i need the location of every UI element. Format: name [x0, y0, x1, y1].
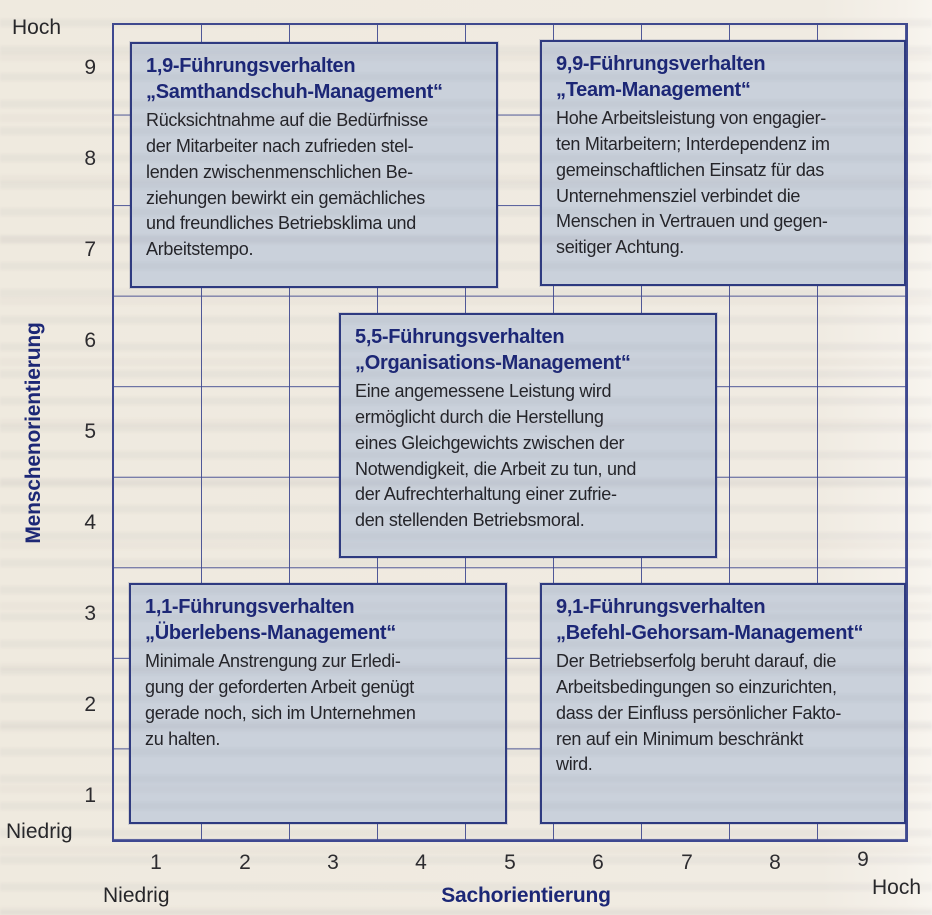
style-box-title: 9,9-Führungsverhalten — [556, 53, 766, 75]
style-box-1-9-samthandschuh: 1,9-Führungsverhalten „Samthandschuh-Man… — [130, 42, 498, 288]
style-box-5-5-organisations: 5,5-Führungsverhalten „Organisations-Man… — [339, 313, 717, 558]
x-tick-2: 2 — [239, 851, 251, 874]
style-box-title: 5,5-Führungsverhalten — [355, 326, 565, 348]
y-tick-5: 5 — [84, 420, 96, 443]
style-box-title: 1,1-Führungsverhalten — [145, 596, 355, 618]
x-axis-high-label: Hoch — [872, 876, 922, 899]
style-box-title: 1,9-Führungsverhalten — [146, 55, 356, 77]
style-box-body: Der Betriebserfolg beruht darauf, die Ar… — [556, 650, 842, 775]
x-tick-1: 1 — [150, 851, 162, 874]
x-tick-6: 6 — [592, 851, 604, 874]
x-tick-8: 8 — [769, 851, 781, 874]
style-box-1-1-ueberlebens: 1,1-Führungsverhalten „Überlebens-Manage… — [129, 583, 507, 824]
style-box-9-1-befehl-gehorsam: 9,1-Führungsverhalten „Befehl-Gehorsam-M… — [540, 583, 906, 824]
x-tick-9: 9 — [857, 848, 869, 871]
y-tick-1: 1 — [84, 784, 96, 807]
style-box-9-9-team: 9,9-Führungsverhalten „Team-Management“ … — [540, 40, 906, 286]
y-tick-6: 6 — [84, 329, 96, 352]
y-axis-title: Menschenorientierung — [22, 322, 45, 544]
x-axis-title: Sachorientierung — [441, 884, 611, 907]
style-box-body: Eine angemessene Leistung wird ermöglich… — [355, 380, 637, 531]
style-box-body: Minimale Anstrengung zur Erledi- gung de… — [145, 650, 416, 749]
x-tick-3: 3 — [327, 851, 339, 874]
y-axis-low-label: Niedrig — [6, 820, 73, 843]
x-tick-4: 4 — [415, 851, 427, 874]
y-tick-3: 3 — [84, 602, 96, 625]
style-box-subtitle: „Überlebens-Management“ — [145, 622, 396, 645]
y-tick-8: 8 — [84, 147, 96, 170]
y-axis-high-label: Hoch — [12, 16, 62, 39]
y-tick-4: 4 — [84, 511, 96, 534]
style-box-subtitle: „Organisations-Management“ — [355, 352, 631, 375]
style-box-title: 9,1-Führungsverhalten — [556, 596, 766, 618]
x-tick-5: 5 — [504, 851, 516, 874]
x-axis-low-label: Niedrig — [103, 884, 170, 907]
style-box-body: Rücksichtnahme auf die Bedürfnisse der M… — [146, 109, 428, 260]
style-box-subtitle: „Befehl-Gehorsam-Management“ — [556, 622, 864, 645]
style-box-subtitle: „Team-Management“ — [556, 79, 751, 102]
style-box-body: Hohe Arbeitsleistung von engagier- ten M… — [556, 107, 830, 258]
y-tick-7: 7 — [84, 238, 96, 261]
x-tick-7: 7 — [681, 851, 693, 874]
y-tick-2: 2 — [84, 693, 96, 716]
style-box-subtitle: „Samthandschuh-Management“ — [146, 81, 443, 104]
y-tick-9: 9 — [84, 56, 96, 79]
